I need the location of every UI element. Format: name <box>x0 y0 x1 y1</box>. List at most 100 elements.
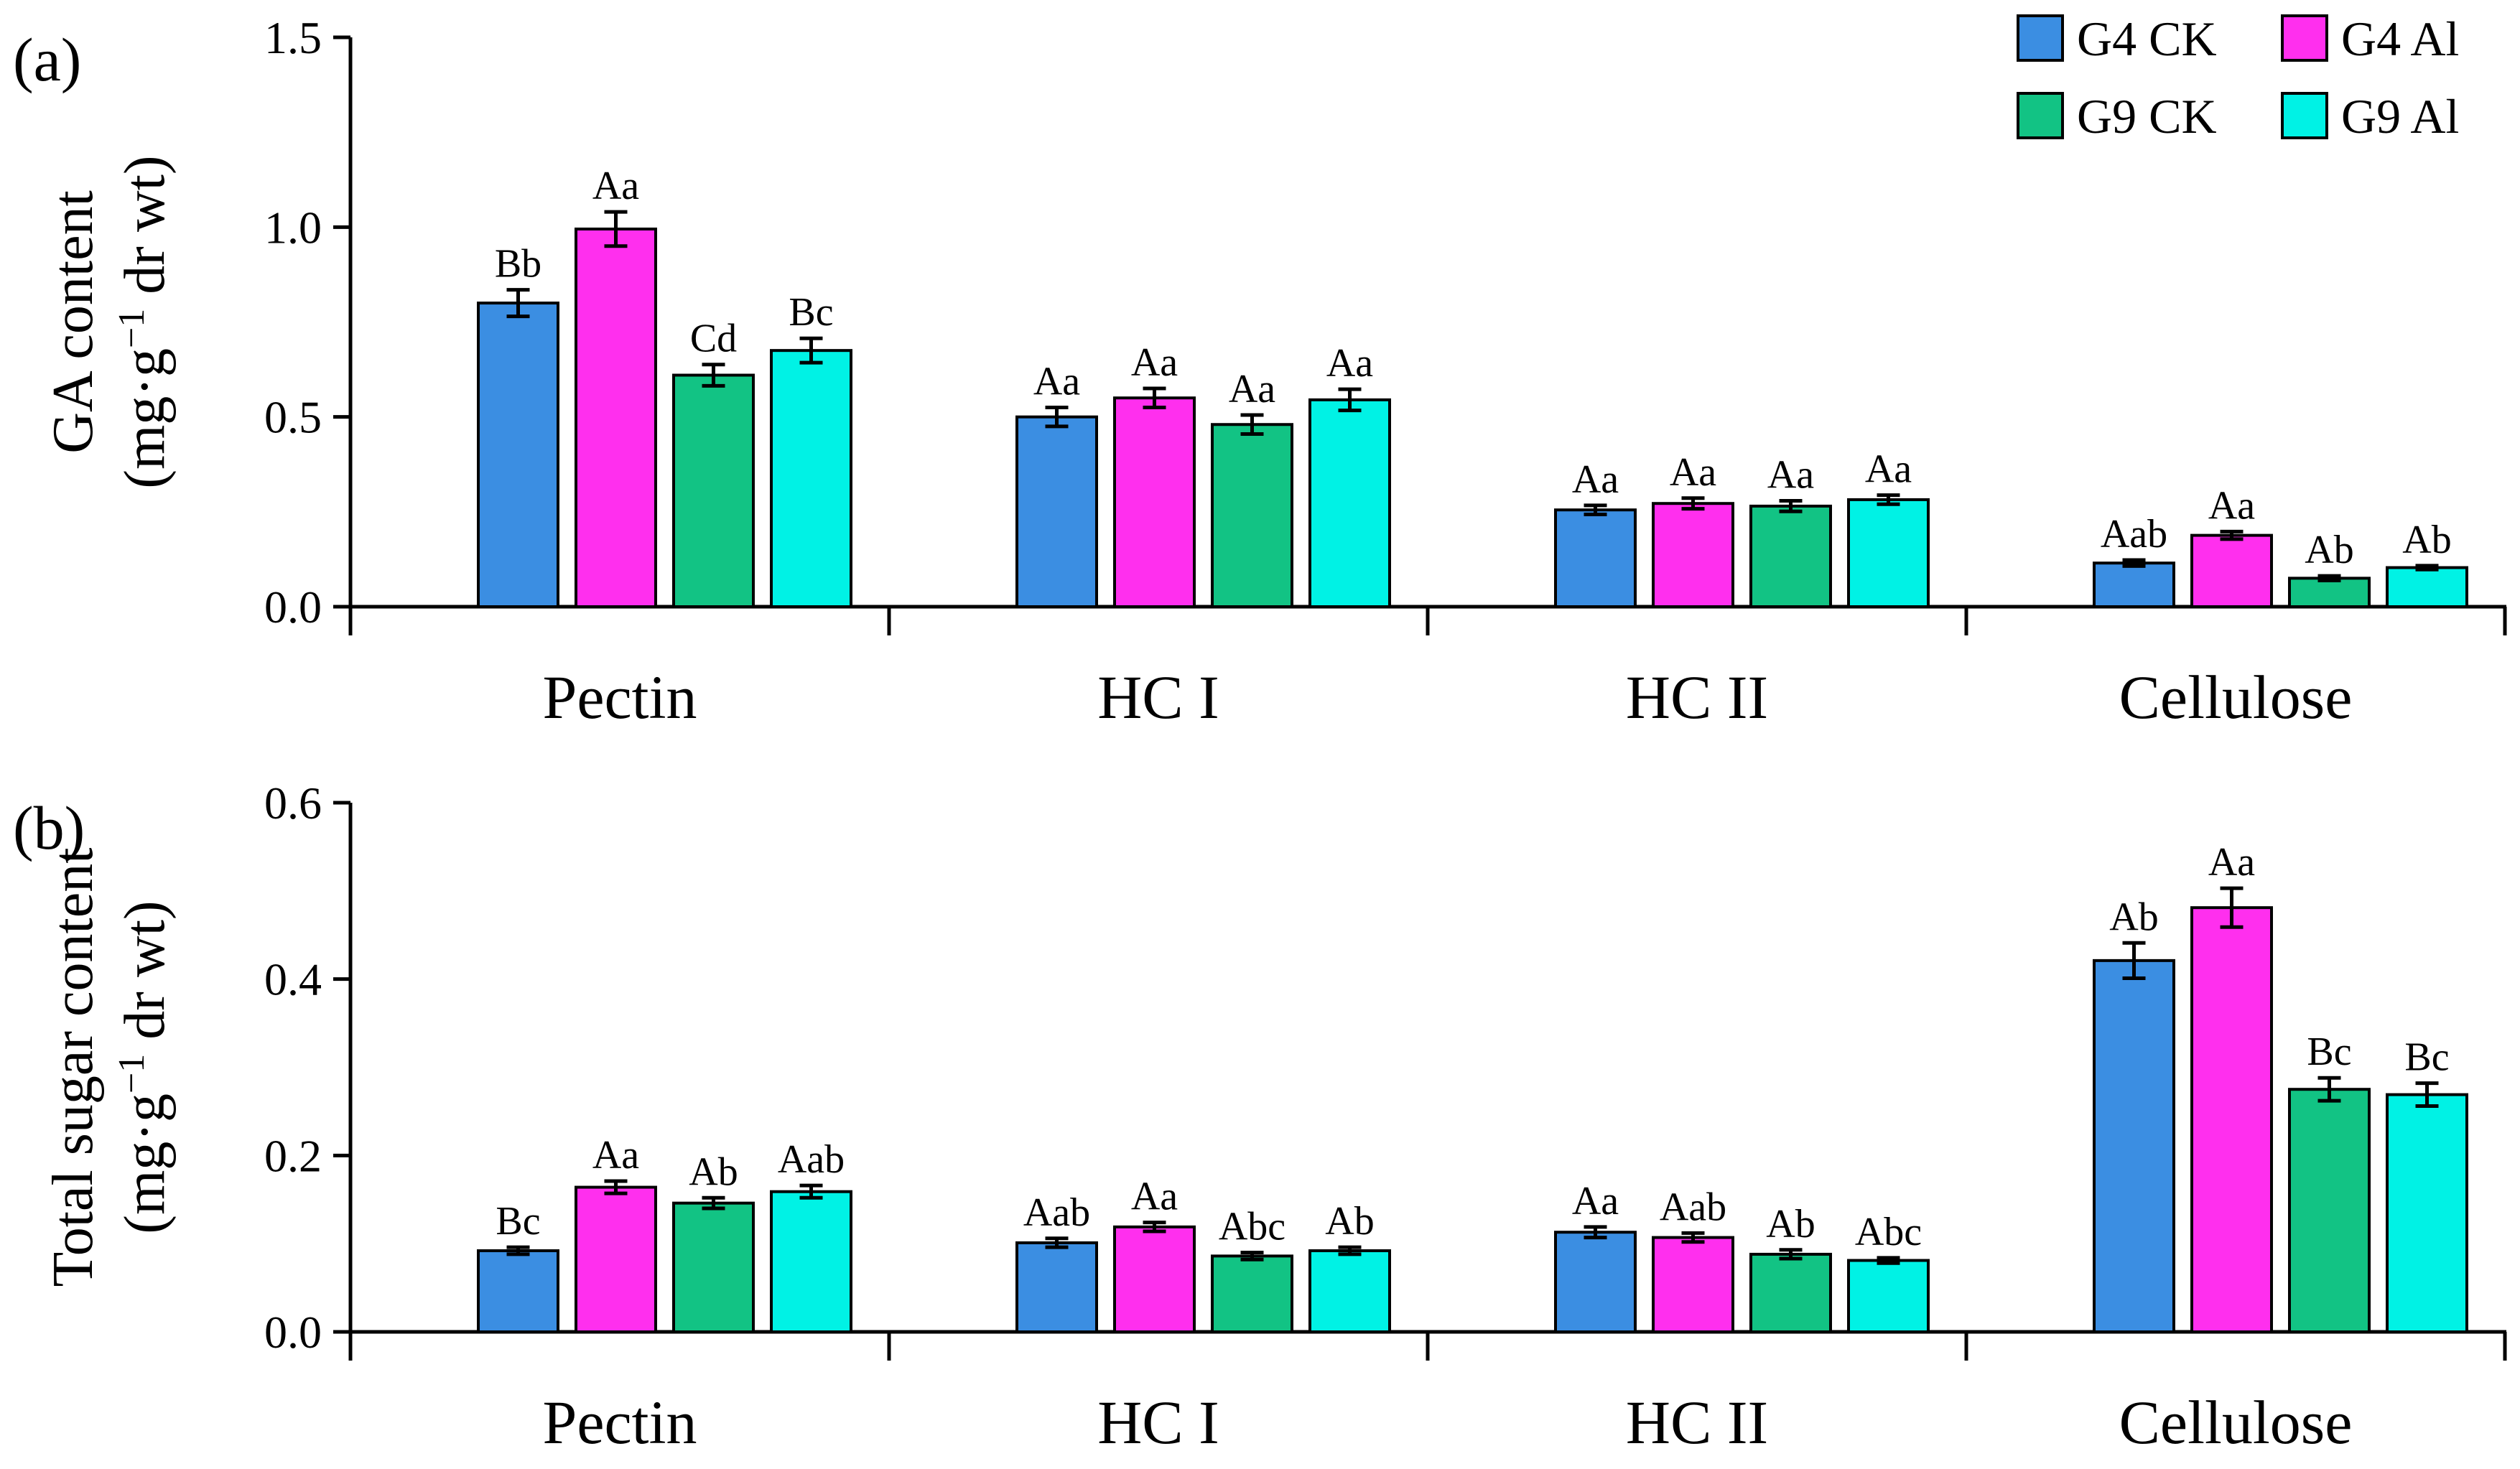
x-category-label: HC II <box>1626 663 1768 732</box>
significance-label: Bc <box>789 290 833 335</box>
significance-label: Aa <box>592 164 639 208</box>
x-category-label: HC I <box>1097 1388 1219 1457</box>
bar <box>1554 508 1637 608</box>
y-axis-title-unit-rest: dr wt) <box>113 155 177 308</box>
legend-label: G4 CK <box>2077 11 2217 66</box>
significance-label: Ab <box>1325 1199 1374 1244</box>
significance-label: Aa <box>1572 457 1619 502</box>
bar <box>1211 1254 1293 1333</box>
significance-label: Aa <box>1131 340 1178 385</box>
significance-label: Ab <box>2109 895 2158 939</box>
panel-label: (b) <box>13 793 85 862</box>
significance-label: Aa <box>1572 1179 1619 1223</box>
bar <box>1113 396 1196 608</box>
bar <box>1554 1231 1637 1334</box>
legend-swatch <box>2281 92 2328 139</box>
significance-label: Bc <box>496 1199 540 1244</box>
significance-label: Ab <box>1766 1202 1815 1246</box>
y-axis-title-line2: (mg·g−1 dr wt) <box>111 155 177 488</box>
bar <box>1847 1259 1930 1334</box>
legend-swatch <box>2017 14 2064 62</box>
significance-label: Aab <box>2101 512 2167 556</box>
y-tick-label: 0.4 <box>264 954 322 1005</box>
x-category-label: HC I <box>1097 663 1219 732</box>
y-tick-label: 0.6 <box>264 778 322 829</box>
bar <box>2190 533 2273 608</box>
bar <box>2288 577 2371 608</box>
significance-label: Aa <box>1131 1175 1178 1219</box>
bar <box>1308 398 1391 608</box>
bar <box>770 349 852 608</box>
bar <box>1749 1252 1832 1333</box>
significance-label: Aab <box>1660 1185 1726 1229</box>
bar <box>1847 498 1930 609</box>
y-tick-label: 0.2 <box>264 1130 322 1181</box>
significance-label: Aab <box>1023 1190 1090 1235</box>
significance-label: Aa <box>1865 447 1912 492</box>
significance-label: Aa <box>1229 367 1275 411</box>
significance-label: Bc <box>2404 1035 2449 1080</box>
significance-label: Aa <box>1767 453 1814 498</box>
y-axis-title-unit: (mg·g <box>113 1093 177 1234</box>
significance-label: Ab <box>2305 528 2353 572</box>
panel-a-chart: (a) GA content (mg·g−1 dr wt) 0.0 0.5 1.0 1.5 P… <box>13 12 2507 732</box>
bar <box>1015 415 1098 609</box>
significance-label: Cd <box>690 317 737 361</box>
bar <box>2288 1088 2371 1334</box>
panel-b-chart: (b)Total sugar content (mg·g−1 dr wt) 0.0 0… <box>13 778 2507 1457</box>
bar <box>1749 504 1832 608</box>
y-axis-title-unit-rest: dr wt) <box>113 900 177 1053</box>
legend-label: G9 Al <box>2341 89 2459 144</box>
bar <box>1211 423 1293 608</box>
y-axis-title-line1: Total sugar content <box>42 848 105 1287</box>
bar <box>672 373 755 608</box>
y-axis-title-superscript: −1 <box>111 309 152 348</box>
significance-label: Aa <box>1033 359 1080 404</box>
bar <box>477 1249 559 1333</box>
significance-label: Bc <box>2307 1030 2351 1074</box>
bar <box>575 227 657 608</box>
significance-label: Abc <box>1855 1210 1922 1254</box>
x-category-label: Cellulose <box>2119 663 2353 732</box>
significance-label: Abc <box>1219 1204 1285 1249</box>
bar <box>1015 1241 1098 1334</box>
y-tick-label: 0.5 <box>264 392 322 443</box>
significance-label: Aa <box>2208 840 2255 885</box>
significance-label: Aa <box>592 1133 639 1177</box>
panel-label: (a) <box>13 25 81 94</box>
y-axis-title-line2: (mg·g−1 dr wt) <box>111 900 177 1234</box>
y-tick-label: 1.5 <box>264 12 322 63</box>
y-tick-label: 0.0 <box>264 1307 322 1358</box>
y-tick-label: 0.0 <box>264 582 322 633</box>
bar <box>1652 1236 1734 1334</box>
x-category-label: Pectin <box>543 1388 697 1457</box>
bar <box>672 1201 755 1333</box>
significance-label: Aa <box>1326 341 1373 386</box>
bar <box>575 1185 657 1334</box>
y-axis-title-superscript: −1 <box>111 1054 152 1093</box>
legend-swatch <box>2017 92 2064 139</box>
bar <box>770 1190 852 1333</box>
bar <box>2386 566 2468 609</box>
bar <box>2093 561 2175 608</box>
legend-swatch <box>2281 14 2328 62</box>
significance-label: Bb <box>495 242 541 286</box>
legend: G4 CK G4 Al G9 CK G9 Al <box>2017 11 2459 144</box>
significance-label: Aa <box>2208 483 2255 528</box>
significance-label: Aab <box>778 1137 845 1182</box>
legend-label: G9 CK <box>2077 89 2217 144</box>
bar <box>1308 1249 1391 1333</box>
bar <box>477 302 559 608</box>
y-axis-title-line1: GA content <box>42 190 105 454</box>
bar <box>2386 1093 2468 1334</box>
x-category-label: Pectin <box>543 663 697 732</box>
legend-label: G4 Al <box>2341 11 2459 66</box>
bar <box>1113 1225 1196 1334</box>
bar <box>1652 502 1734 608</box>
significance-label: Ab <box>689 1149 738 1194</box>
significance-label: Aa <box>1670 450 1716 495</box>
x-category-label: HC II <box>1626 1388 1768 1457</box>
bar <box>2190 906 2273 1333</box>
bar <box>2093 959 2175 1334</box>
